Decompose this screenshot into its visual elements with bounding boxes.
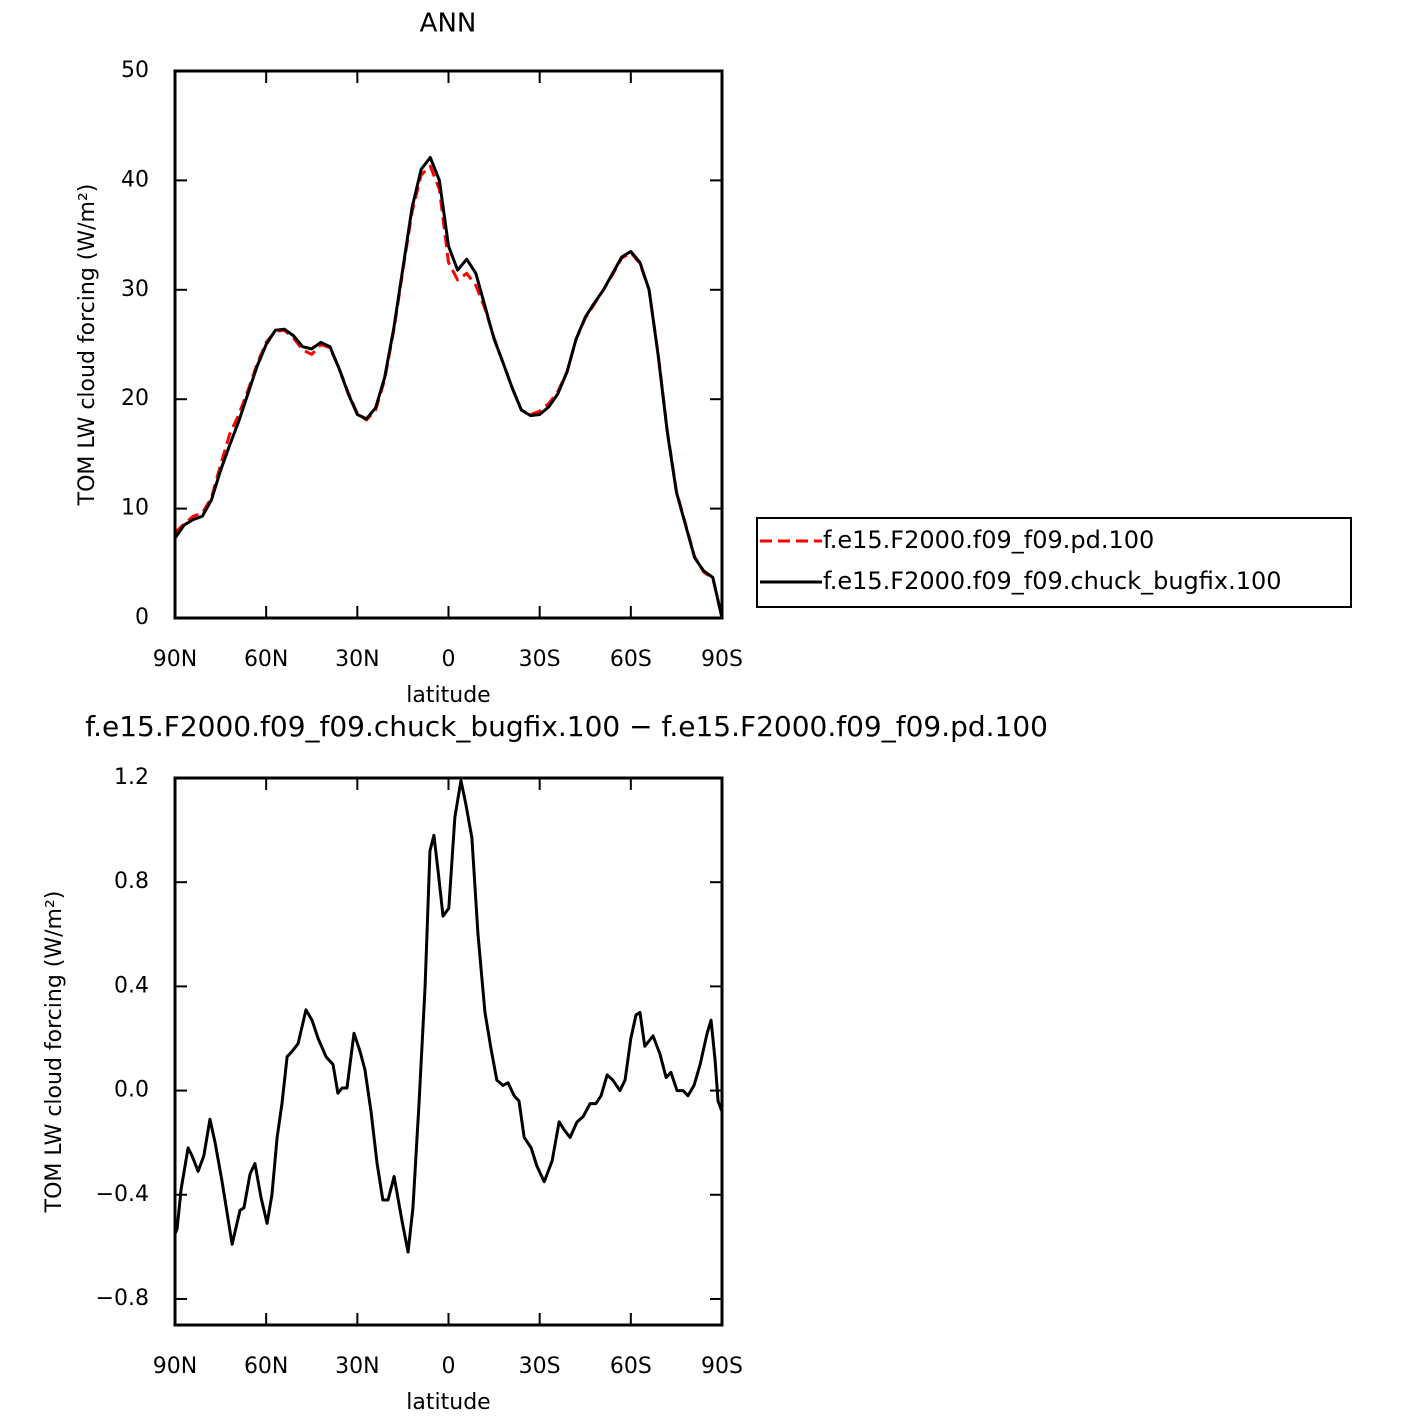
x-tick-label: 90N [153, 647, 197, 672]
y-axis-label: TOM LW cloud forcing (W/m²) [75, 184, 100, 507]
y-tick-label: 10 [121, 496, 149, 521]
y-tick-label: 30 [121, 277, 149, 302]
legend-label: f.e15.F2000.f09_f09.pd.100 [823, 526, 1154, 554]
data-line [173, 164, 724, 619]
legend-box [756, 517, 1352, 608]
chart-title: ANN [420, 9, 477, 39]
data-line [173, 155, 724, 619]
x-tick-label: 60S [610, 1354, 652, 1379]
chart-title: f.e15.F2000.f09_f09.chuck_bugfix.100 − f… [85, 710, 1048, 743]
y-tick-label: −0.8 [96, 1286, 149, 1311]
x-tick-label: 30N [335, 1354, 379, 1379]
y-tick-label: 0.4 [114, 973, 149, 998]
x-tick-label: 90N [153, 1354, 197, 1379]
x-tick-label: 90S [701, 647, 743, 672]
plot-frame [173, 776, 724, 1327]
x-tick-label: 30N [335, 647, 379, 672]
x-tick-label: 60N [244, 1354, 288, 1379]
legend-label: f.e15.F2000.f09_f09.chuck_bugfix.100 [823, 567, 1282, 595]
x-axis-label: latitude [406, 683, 490, 708]
x-tick-label: 90S [701, 1354, 743, 1379]
x-axis-label: latitude [406, 1390, 490, 1415]
plot-frame [173, 69, 724, 620]
y-tick-label: 50 [121, 58, 149, 83]
x-tick-label: 60N [244, 647, 288, 672]
x-tick-label: 30S [519, 1354, 561, 1379]
x-tick-label: 0 [442, 647, 456, 672]
data-line [173, 779, 724, 1254]
y-tick-label: 0.0 [114, 1078, 149, 1103]
y-tick-label: 40 [121, 167, 149, 192]
x-tick-label: 30S [519, 647, 561, 672]
y-tick-label: 20 [121, 386, 149, 411]
y-axis-label: TOM LW cloud forcing (W/m²) [42, 891, 67, 1214]
x-tick-label: 0 [442, 1354, 456, 1379]
y-tick-label: 0.8 [114, 869, 149, 894]
y-tick-label: 0 [135, 605, 149, 630]
y-tick-label: 1.2 [114, 765, 149, 790]
x-tick-label: 60S [610, 647, 652, 672]
y-tick-label: −0.4 [96, 1182, 149, 1207]
